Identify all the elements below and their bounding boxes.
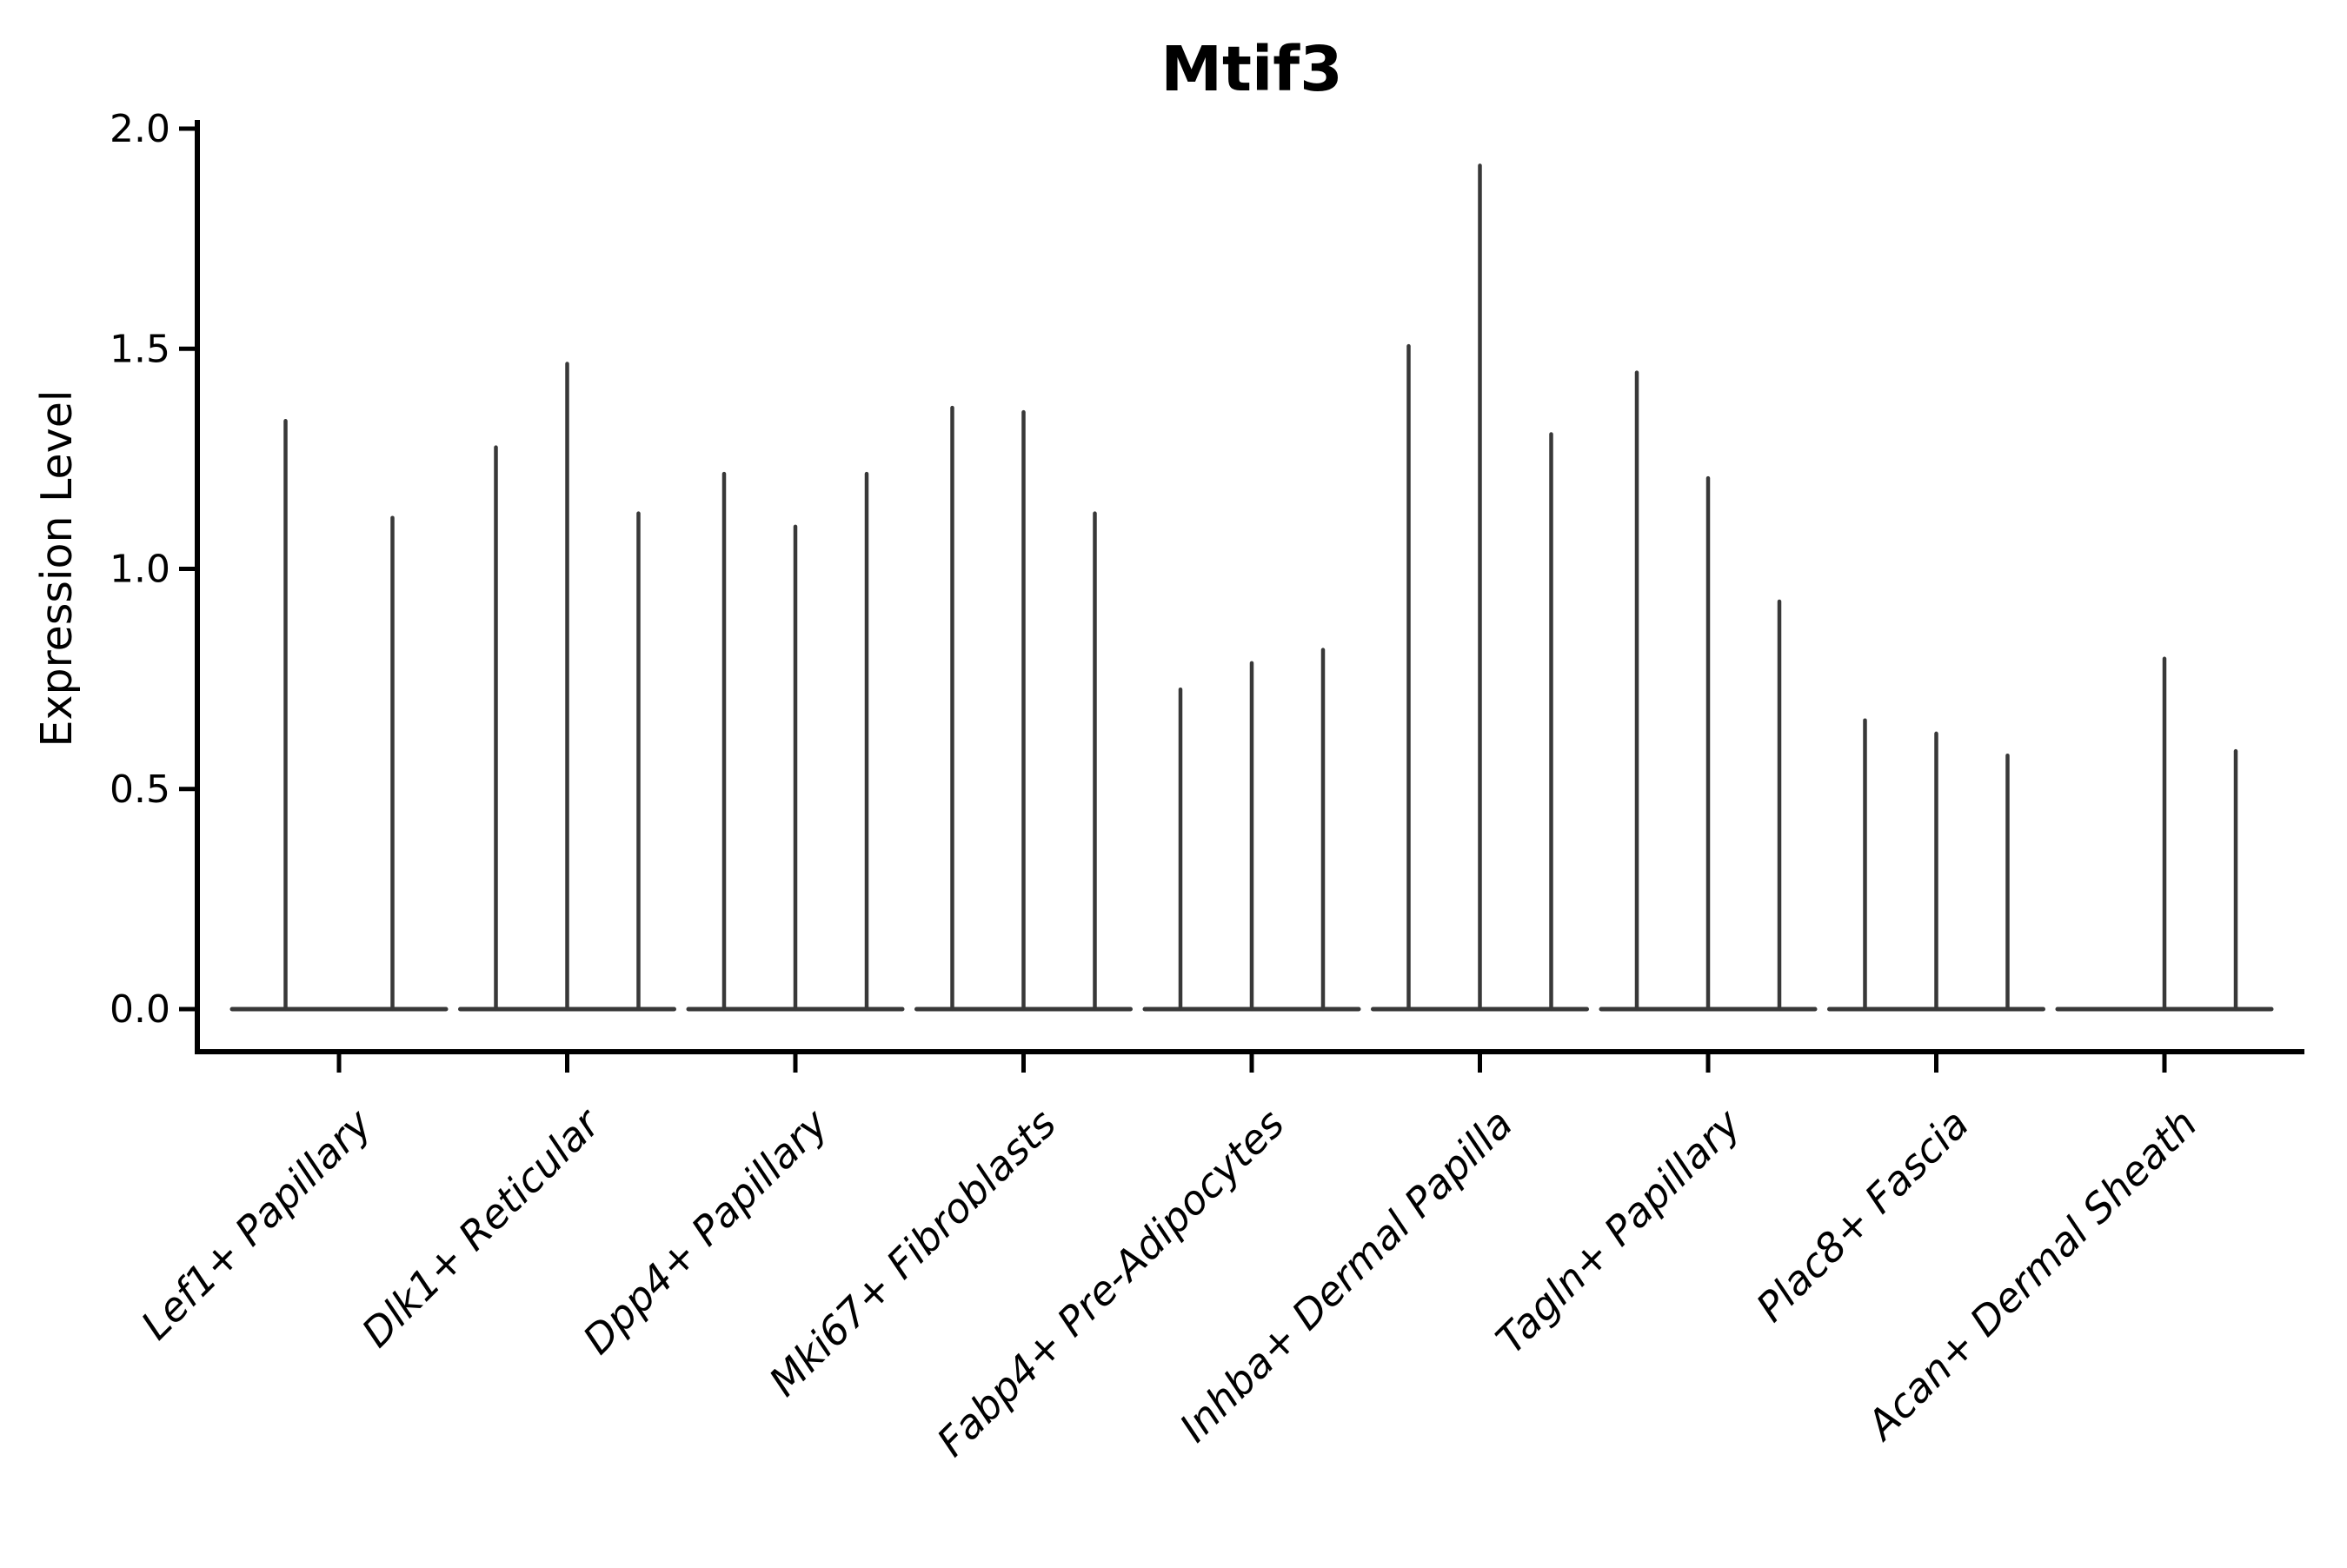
x-tick-label: Plac8+ Fascia — [1747, 1100, 1978, 1331]
chart-title: Mtif3 — [1160, 33, 1342, 105]
x-tick-label: Tagln+ Papillary — [1486, 1100, 1750, 1363]
y-tick-label: 0.5 — [110, 767, 170, 812]
x-tick-label: Dlk1+ Reticular — [353, 1098, 611, 1356]
y-tick-label: 0.0 — [110, 987, 170, 1032]
y-tick-label: 2.0 — [110, 107, 170, 151]
x-tick-label: Lef1+ Papillary — [132, 1100, 381, 1348]
y-tick-label: 1.5 — [110, 327, 170, 371]
y-tick-label: 1.0 — [110, 548, 170, 592]
y-axis-label: Expression Level — [32, 390, 82, 747]
x-tick-label: Dpp4+ Papillary — [574, 1100, 837, 1363]
